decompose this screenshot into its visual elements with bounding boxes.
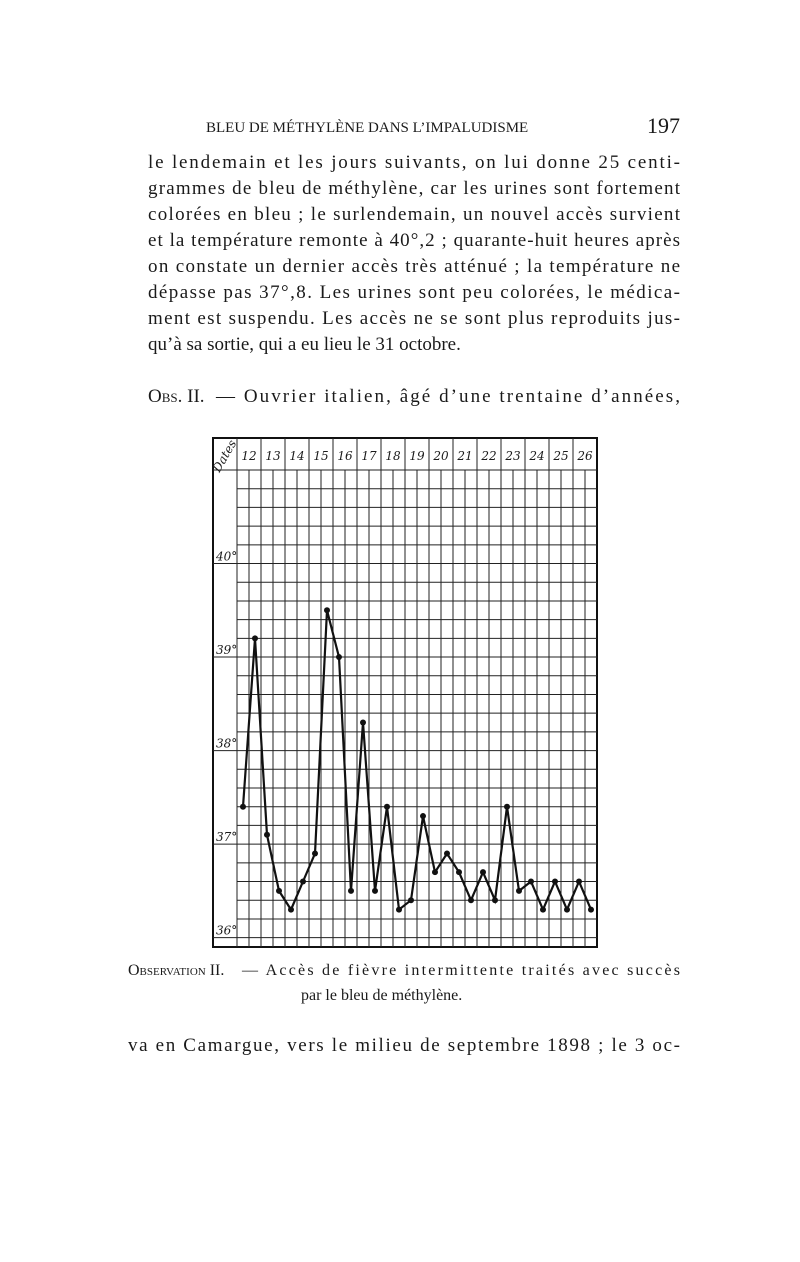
running-head: BLEU DE MÉTHYLÈNE DANS L’IMPALUDISME <box>206 119 528 136</box>
temperature-point <box>336 654 342 661</box>
caption-label: Observation II. <box>128 962 224 979</box>
continuation-line: va en Camargue, vers le milieu de septem… <box>128 1035 680 1056</box>
date-label: 19 <box>409 449 425 463</box>
temperature-point <box>468 897 474 904</box>
temperature-point <box>252 635 258 642</box>
temperature-point <box>264 831 270 838</box>
date-label: 16 <box>337 449 353 463</box>
temperature-point <box>516 887 522 894</box>
temperature-chart: Dates 12 13 14 15 16 17 18 19 20 21 22 23 24 25 2636°37… <box>209 437 598 948</box>
paragraph-line: qu’à sa sortie, qui a eu lieu le 31 octo… <box>148 334 461 355</box>
temperature-point <box>480 869 486 876</box>
temperature-point <box>360 719 366 726</box>
date-label: 18 <box>385 449 401 463</box>
temperature-point <box>564 906 570 913</box>
temperature-point <box>492 897 498 904</box>
temperature-point <box>540 906 546 913</box>
temperature-point <box>552 878 558 885</box>
date-label: 15 <box>313 449 328 463</box>
paragraph: le lendemain et les jours suivants, on l… <box>148 152 681 355</box>
paragraph-line: colorées en bleu ; le surlendemain, un n… <box>148 204 681 225</box>
observation-text: — Ouvrier italien, âgé d’une trentaine d… <box>215 386 680 407</box>
date-label: 17 <box>361 449 377 463</box>
temperature-point <box>588 906 594 913</box>
temperature-point <box>576 878 582 885</box>
temperature-point <box>300 878 306 885</box>
date-label: 14 <box>289 449 304 463</box>
y-tick-label: 36° <box>216 924 237 938</box>
temperature-point <box>348 887 354 894</box>
paragraph-line: ment est suspendu. Les accès ne se sont … <box>148 308 680 329</box>
temperature-point <box>420 813 426 820</box>
date-label: 22 <box>480 449 496 463</box>
date-label: 24 <box>528 449 544 463</box>
y-tick-label: 40° <box>215 550 237 564</box>
date-label: 23 <box>504 449 521 463</box>
y-tick-label: 39° <box>216 643 237 657</box>
paragraph-line: le lendemain et les jours suivants, on l… <box>148 152 680 173</box>
paragraph-line: on constate un dernier accès très atténu… <box>148 256 680 277</box>
temperature-point <box>504 803 510 810</box>
y-tick-label: 38° <box>216 737 237 751</box>
paragraph-line: dépasse pas 37°,8. Les urines sont peu c… <box>148 282 680 303</box>
paragraph-line: et la température remonte à 40°,2 ; quar… <box>148 230 680 251</box>
page-number: 197 <box>647 113 680 138</box>
temperature-point <box>456 869 462 876</box>
date-label: 20 <box>432 449 449 463</box>
temperature-point <box>372 887 378 894</box>
temperature-point <box>396 906 402 913</box>
caption-text: — Accès de fièvre intermittente traités … <box>241 962 680 979</box>
date-label: 21 <box>456 449 472 463</box>
temperature-point <box>276 887 282 894</box>
temperature-point <box>408 897 414 904</box>
temperature-point <box>324 607 330 614</box>
caption-text: par le bleu de méthylène. <box>301 987 462 1004</box>
date-label: 26 <box>576 449 593 463</box>
y-tick-label: 37° <box>216 830 237 844</box>
temperature-point <box>312 850 318 857</box>
temperature-point <box>432 869 438 876</box>
temperature-point <box>384 803 390 810</box>
paragraph-line: grammes de bleu de méthylène, car les ur… <box>148 178 681 199</box>
temperature-point <box>528 878 534 885</box>
temperature-point <box>444 850 450 857</box>
temperature-point <box>240 803 246 810</box>
date-label: 13 <box>265 449 281 463</box>
temperature-point <box>288 906 294 913</box>
temperature-line <box>241 610 593 913</box>
date-label: 25 <box>552 449 568 463</box>
observation-label: Obs. II. <box>148 386 205 407</box>
date-label: 12 <box>241 449 256 463</box>
